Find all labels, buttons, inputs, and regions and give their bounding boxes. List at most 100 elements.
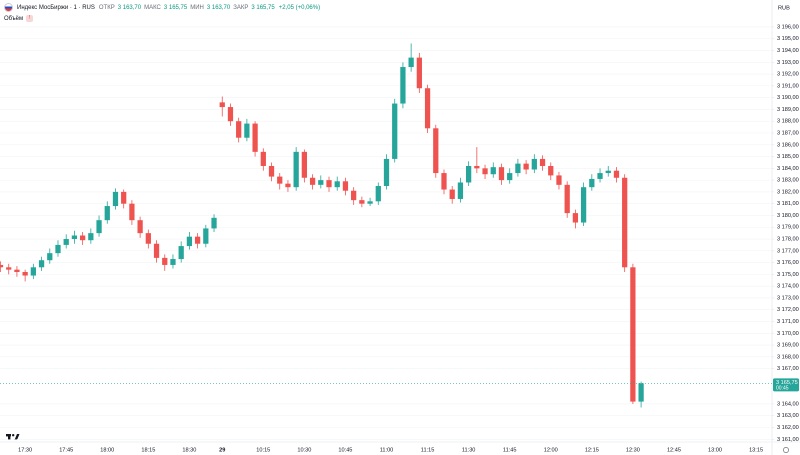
candle-body [441, 173, 447, 190]
y-tick-label: 3 171,00 [777, 319, 799, 325]
candle-body [14, 269, 20, 273]
candle-body [539, 158, 546, 166]
x-tick-label: 12:15 [585, 447, 599, 453]
candle-body [400, 67, 406, 104]
symbol-flag [4, 3, 13, 12]
candle-body [613, 170, 620, 178]
candle-body [318, 180, 324, 185]
y-tick-label: 3 188,00 [777, 119, 799, 125]
candle-body [507, 173, 513, 181]
y-tick-label: 3 170,00 [777, 331, 799, 337]
candle-body [433, 128, 439, 174]
x-tick-label: 12:30 [626, 447, 640, 453]
candle-body [564, 184, 570, 214]
y-tick-label: 3 163,00 [777, 413, 799, 419]
stat-label: ОТКР [98, 4, 115, 11]
y-tick-label: 3 195,00 [777, 36, 799, 42]
candle-body [465, 165, 472, 183]
x-tick-label: 13:15 [749, 447, 763, 453]
stat-value: 3 165,75 [251, 4, 275, 11]
candle-body [252, 123, 258, 152]
volume-label[interactable]: Объём [4, 15, 24, 22]
y-tick-label: 3 178,00 [777, 237, 799, 243]
y-tick-label: 3 168,00 [777, 354, 799, 360]
candle-body [482, 168, 488, 175]
candle-body [301, 151, 308, 178]
candle-body [244, 123, 250, 138]
x-tick-label: 29 [219, 447, 225, 453]
candle-body [293, 151, 299, 188]
x-tick-label: 10:30 [297, 447, 311, 453]
y-tick-label: 3 185,00 [777, 154, 799, 160]
stat-value: 3 163,70 [117, 4, 142, 11]
candle-body [375, 186, 381, 202]
x-tick-label: 10:45 [338, 447, 352, 453]
y-tick-label: 3 172,00 [777, 307, 799, 313]
y-tick-label: 3 173,00 [777, 295, 799, 301]
candle-body [30, 267, 36, 276]
candle-body [449, 189, 455, 199]
candle-body [523, 163, 529, 170]
y-tick-label: 3 181,00 [777, 201, 799, 207]
settings-button[interactable] [783, 447, 789, 453]
x-tick-label: 12:45 [667, 447, 681, 453]
candle-body [548, 165, 554, 176]
y-tick-label: 3 189,00 [777, 107, 799, 113]
stat-label: ЗАКР [233, 4, 249, 11]
candle-body [309, 177, 316, 185]
x-tick-label: 17:45 [59, 447, 73, 453]
candle-body [285, 183, 291, 188]
y-tick-label: 3 183,00 [777, 178, 799, 184]
y-tick-label: 3 179,00 [777, 225, 799, 231]
candle-body [597, 173, 603, 179]
y-tick-label: 3 169,00 [777, 343, 799, 349]
stat-value: 3 163,70 [206, 4, 231, 11]
candle-body [47, 253, 53, 261]
candle-body [153, 243, 160, 258]
y-tick-label: 3 162,00 [777, 425, 799, 431]
candle-body [277, 176, 283, 184]
candle-body [326, 180, 332, 188]
candle-body [605, 170, 611, 174]
candle-body [490, 167, 496, 175]
candle-body [22, 272, 28, 276]
volume-badge[interactable]: ! [26, 15, 34, 22]
x-tick-label: 13:00 [708, 447, 722, 453]
x-tick-label: 11:45 [503, 447, 517, 453]
candle-body [0, 264, 4, 268]
candle-body [203, 228, 209, 244]
candle-body [351, 190, 357, 201]
candle-body [88, 233, 94, 241]
candle-body [342, 181, 349, 191]
stat-label: МАКС [144, 4, 161, 11]
candle-body [219, 102, 225, 108]
y-tick-label: 3 164,00 [777, 401, 799, 407]
volume-legend: Объём ! [4, 15, 34, 22]
symbol-title[interactable]: Индекс МосБиржи · 1 · RUS [17, 4, 95, 11]
candle-body [424, 88, 431, 129]
candle-body [622, 177, 628, 268]
candle-body [236, 121, 242, 138]
candle-body [129, 203, 135, 221]
countdown: 00:45 [776, 386, 789, 392]
candle-body [121, 191, 127, 204]
candle-body [572, 213, 579, 223]
logo-part [8, 434, 11, 440]
candle-body [211, 217, 217, 229]
y-tick-label: 3 190,00 [777, 95, 799, 101]
candle-body [638, 383, 644, 402]
legend-header: Индекс МосБиржи · 1 · RUS ОТКР 3 163,70 МА… [4, 3, 320, 12]
candle-body [178, 246, 184, 260]
candle-body [589, 178, 595, 188]
candle-body [408, 57, 414, 68]
candle-body [55, 244, 61, 254]
x-tick-label: 18:00 [100, 447, 114, 453]
candle-body [457, 182, 464, 199]
ohlc-stats: ОТКР 3 163,70 МАКС 3 165,75 МИН 3 163,70 ЗАКР 3… [99, 5, 275, 11]
y-tick-label: 3 187,00 [777, 130, 799, 136]
candle-body [63, 239, 69, 245]
y-tick-label: 3 167,00 [777, 366, 799, 372]
x-tick-label: 11:00 [380, 447, 394, 453]
